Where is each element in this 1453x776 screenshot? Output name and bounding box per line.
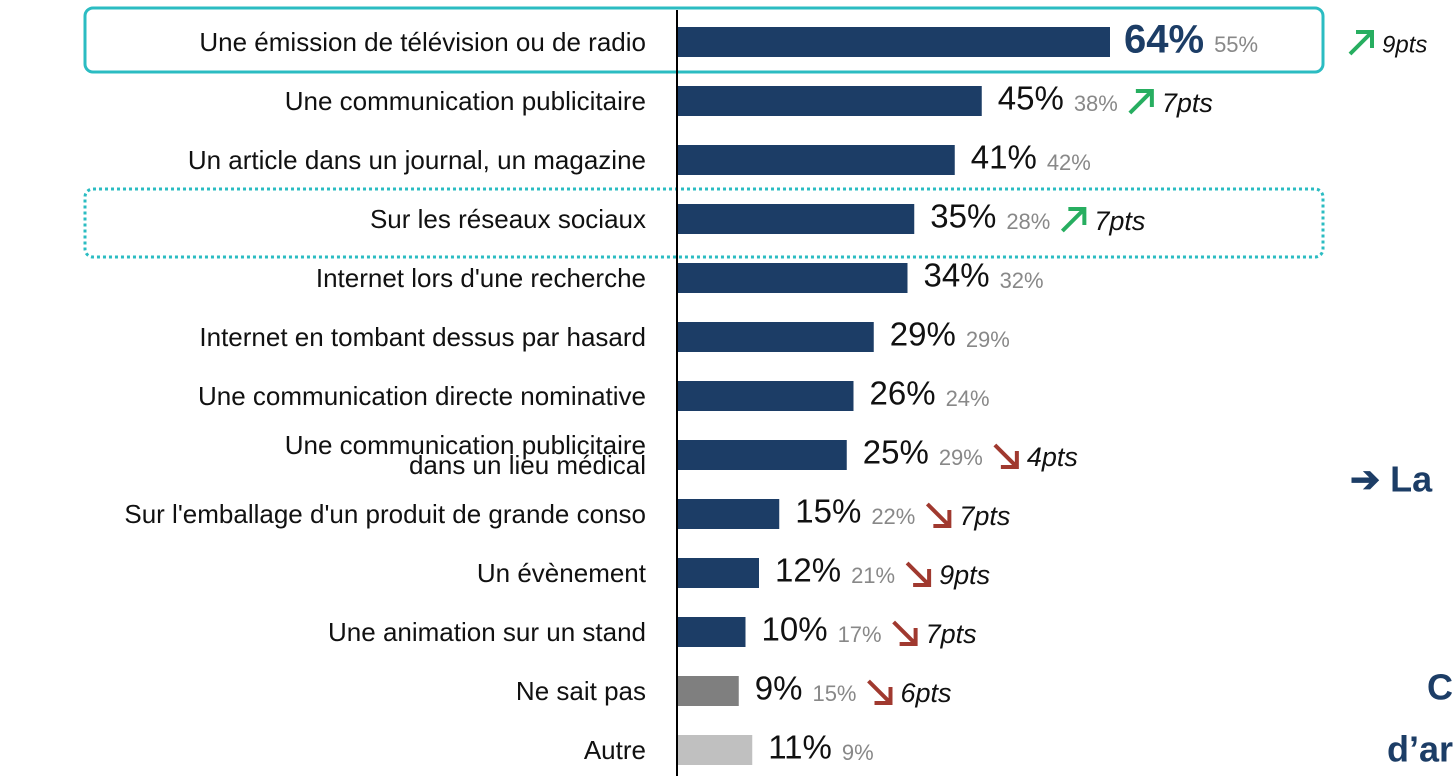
bar [678,204,915,234]
previous-label: 9% [842,740,874,765]
change-arrow [867,679,893,705]
previous-label: 22% [871,504,915,529]
change-arrow [993,443,1019,469]
category-label: Une émission de télévision ou de radio [199,27,646,57]
highlight-box-dotted [83,187,1325,259]
annotation: C [1427,667,1453,708]
change-label: 7pts [926,619,977,649]
value-label: 12% [775,552,841,589]
change-arrow [905,561,932,587]
value-label: 25% [863,434,929,471]
previous-label: 29% [939,445,983,470]
bar [678,735,753,765]
previous-label: 38% [1074,91,1118,116]
value-label: 35% [930,198,996,235]
previous-label: 21% [851,563,895,588]
change-label: 6pts [901,678,952,708]
category-label: Un article dans un journal, un magazine [187,145,646,175]
change-label: 9pts [939,560,990,590]
category-label: Internet lors d'une recherche [315,263,646,293]
previous-label: 32% [1000,268,1044,293]
change-label: 4pts [1027,442,1078,472]
value-label: 9% [755,670,803,707]
change-arrow [925,502,952,528]
category-label: Sur l'emballage d'un produit de grande c… [124,499,646,529]
previous-label: 55% [1214,32,1258,57]
highlight-box [83,6,1325,74]
bar [678,145,955,175]
change-label: 9pts [1382,31,1427,58]
bar [678,440,847,470]
value-label: 29% [890,316,956,353]
value-label: 26% [870,375,936,412]
bar [678,499,780,529]
value-label: 64% [1124,18,1204,62]
change-arrow [1060,207,1087,233]
category-label: Ne sait pas [515,676,646,706]
value-label: 45% [998,80,1064,117]
annotation: d’ar [1387,729,1453,770]
value-label: 41% [971,139,1037,176]
category-label: Une communication publicitaire dans un l… [284,430,646,480]
change-arrow [1348,30,1374,56]
value-label: 10% [762,611,828,648]
bar [678,263,908,293]
previous-label: 17% [838,622,882,647]
previous-label: 42% [1047,150,1091,175]
previous-label: 15% [812,681,856,706]
category-label: Autre [583,735,646,765]
bar [678,86,982,116]
change-label: 7pts [1162,88,1213,118]
change-arrow [892,620,918,646]
previous-label: 28% [1006,209,1050,234]
bar [678,381,854,411]
value-label: 11% [768,729,832,766]
bar [678,27,1110,57]
bar [678,558,759,588]
previous-label: 24% [946,386,990,411]
value-label: 34% [924,257,990,294]
annotation: ➔ La [1350,459,1433,500]
category-label: Une communication publicitaire [284,86,646,116]
change-label: 7pts [959,501,1010,531]
change-label: 7pts [1094,206,1145,236]
value-label: 15% [795,493,861,530]
category-label: Une communication directe nominative [198,381,646,411]
previous-label: 29% [966,327,1010,352]
bar [678,676,739,706]
change-arrow [1128,89,1154,115]
category-label: Internet en tombant dessus par hasard [199,322,646,352]
bar [678,617,746,647]
category-label: Un évènement [476,558,646,588]
category-label: Une animation sur un stand [328,617,646,647]
category-label: Sur les réseaux sociaux [369,204,646,234]
bar [678,322,874,352]
